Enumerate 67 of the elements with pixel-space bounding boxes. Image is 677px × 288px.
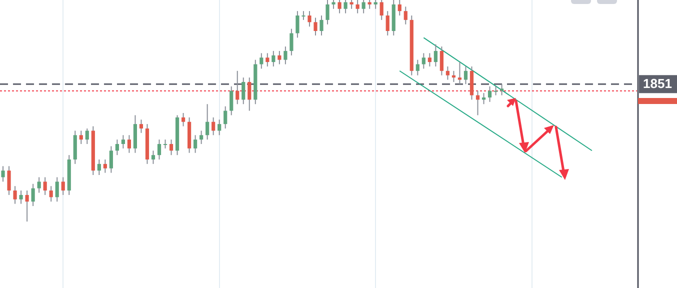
candlestick	[55, 176, 59, 202]
candlestick	[85, 128, 89, 144]
candlestick	[272, 50, 276, 67]
candlestick	[7, 166, 11, 196]
candlestick	[49, 186, 53, 202]
candlestick	[224, 106, 228, 129]
candlestick	[79, 130, 83, 144]
candlestick	[200, 130, 204, 144]
candlestick	[380, 0, 384, 20]
candlestick	[440, 46, 444, 76]
candlestick	[284, 46, 288, 65]
candlestick	[428, 52, 432, 67]
candlestick	[386, 10, 390, 36]
candlestick	[103, 159, 107, 174]
candlestick	[139, 119, 144, 134]
candlestick	[434, 44, 438, 67]
candlestick	[121, 134, 125, 149]
candlestick	[163, 139, 168, 149]
candlestick	[157, 139, 162, 160]
candlestick	[206, 104, 210, 140]
candlestick	[25, 190, 29, 222]
candlestick	[194, 134, 198, 154]
candlestick	[326, 0, 330, 25]
candlestick	[488, 86, 492, 102]
candlestick	[31, 183, 35, 207]
candlestick	[109, 146, 113, 174]
candlestick	[266, 52, 270, 67]
candlestick	[242, 77, 246, 105]
candlestick	[398, 0, 402, 16]
candlestick	[464, 66, 468, 85]
candlestick	[260, 52, 264, 70]
candlestick	[115, 139, 119, 156]
candlestick	[248, 77, 252, 112]
candlestick	[338, 0, 342, 14]
candlestick	[13, 186, 17, 204]
candlestick	[500, 84, 504, 96]
candlestick	[236, 70, 240, 105]
candlestick	[362, 0, 366, 14]
candlestick	[181, 112, 186, 127]
candlestick	[356, 0, 360, 14]
candlestick	[416, 59, 420, 76]
candlestick	[37, 176, 41, 194]
candlestick	[19, 190, 23, 204]
candlestick	[404, 6, 408, 25]
candlestick	[1, 166, 5, 182]
candlestick	[61, 176, 65, 196]
candlestick	[422, 52, 426, 70]
candlestick	[308, 10, 312, 28]
candlestick	[296, 10, 300, 38]
candlestick	[320, 15, 324, 36]
candlestick	[458, 62, 462, 85]
candlestick	[230, 86, 234, 116]
candlestick	[212, 116, 216, 136]
text: 1851	[643, 76, 672, 91]
candlestick	[446, 66, 450, 80]
candlestick	[151, 150, 156, 164]
candlestick	[314, 17, 318, 36]
candlestick	[127, 134, 132, 154]
candlestick	[169, 139, 174, 156]
candlestick	[494, 86, 498, 96]
candlestick	[43, 176, 47, 196]
candlestick	[344, 0, 348, 14]
candlestick	[302, 10, 306, 20]
candlestick	[278, 50, 282, 65]
candlestick	[97, 159, 101, 176]
candlestick	[290, 28, 294, 56]
candlestick	[218, 119, 222, 136]
